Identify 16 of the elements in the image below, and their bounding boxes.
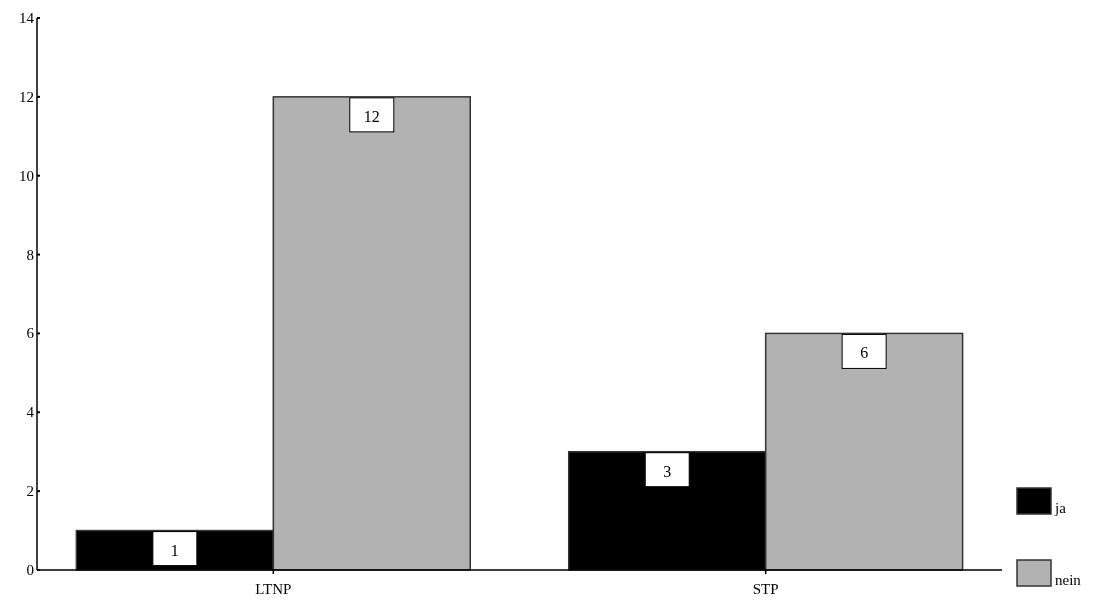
x-tick-label: LTNP: [255, 581, 292, 597]
legend-label: ja: [1054, 500, 1067, 516]
data-label: 6: [860, 344, 869, 362]
data-label: 3: [663, 462, 672, 480]
y-tick-label: 2: [26, 483, 34, 500]
data-label: 1: [170, 541, 179, 559]
y-tick-label: 12: [19, 88, 34, 105]
y-tick-label: 14: [19, 10, 35, 26]
legend-label: nein: [1055, 572, 1082, 588]
data-label: 12: [363, 107, 380, 125]
y-tick-label: 8: [26, 246, 34, 263]
y-tick-label: 4: [26, 404, 35, 421]
y-tick-label: 6: [26, 325, 35, 342]
y-tick-label: 10: [19, 167, 34, 184]
y-tick-label: 0: [26, 562, 34, 578]
x-tick-label: STP: [752, 581, 779, 597]
